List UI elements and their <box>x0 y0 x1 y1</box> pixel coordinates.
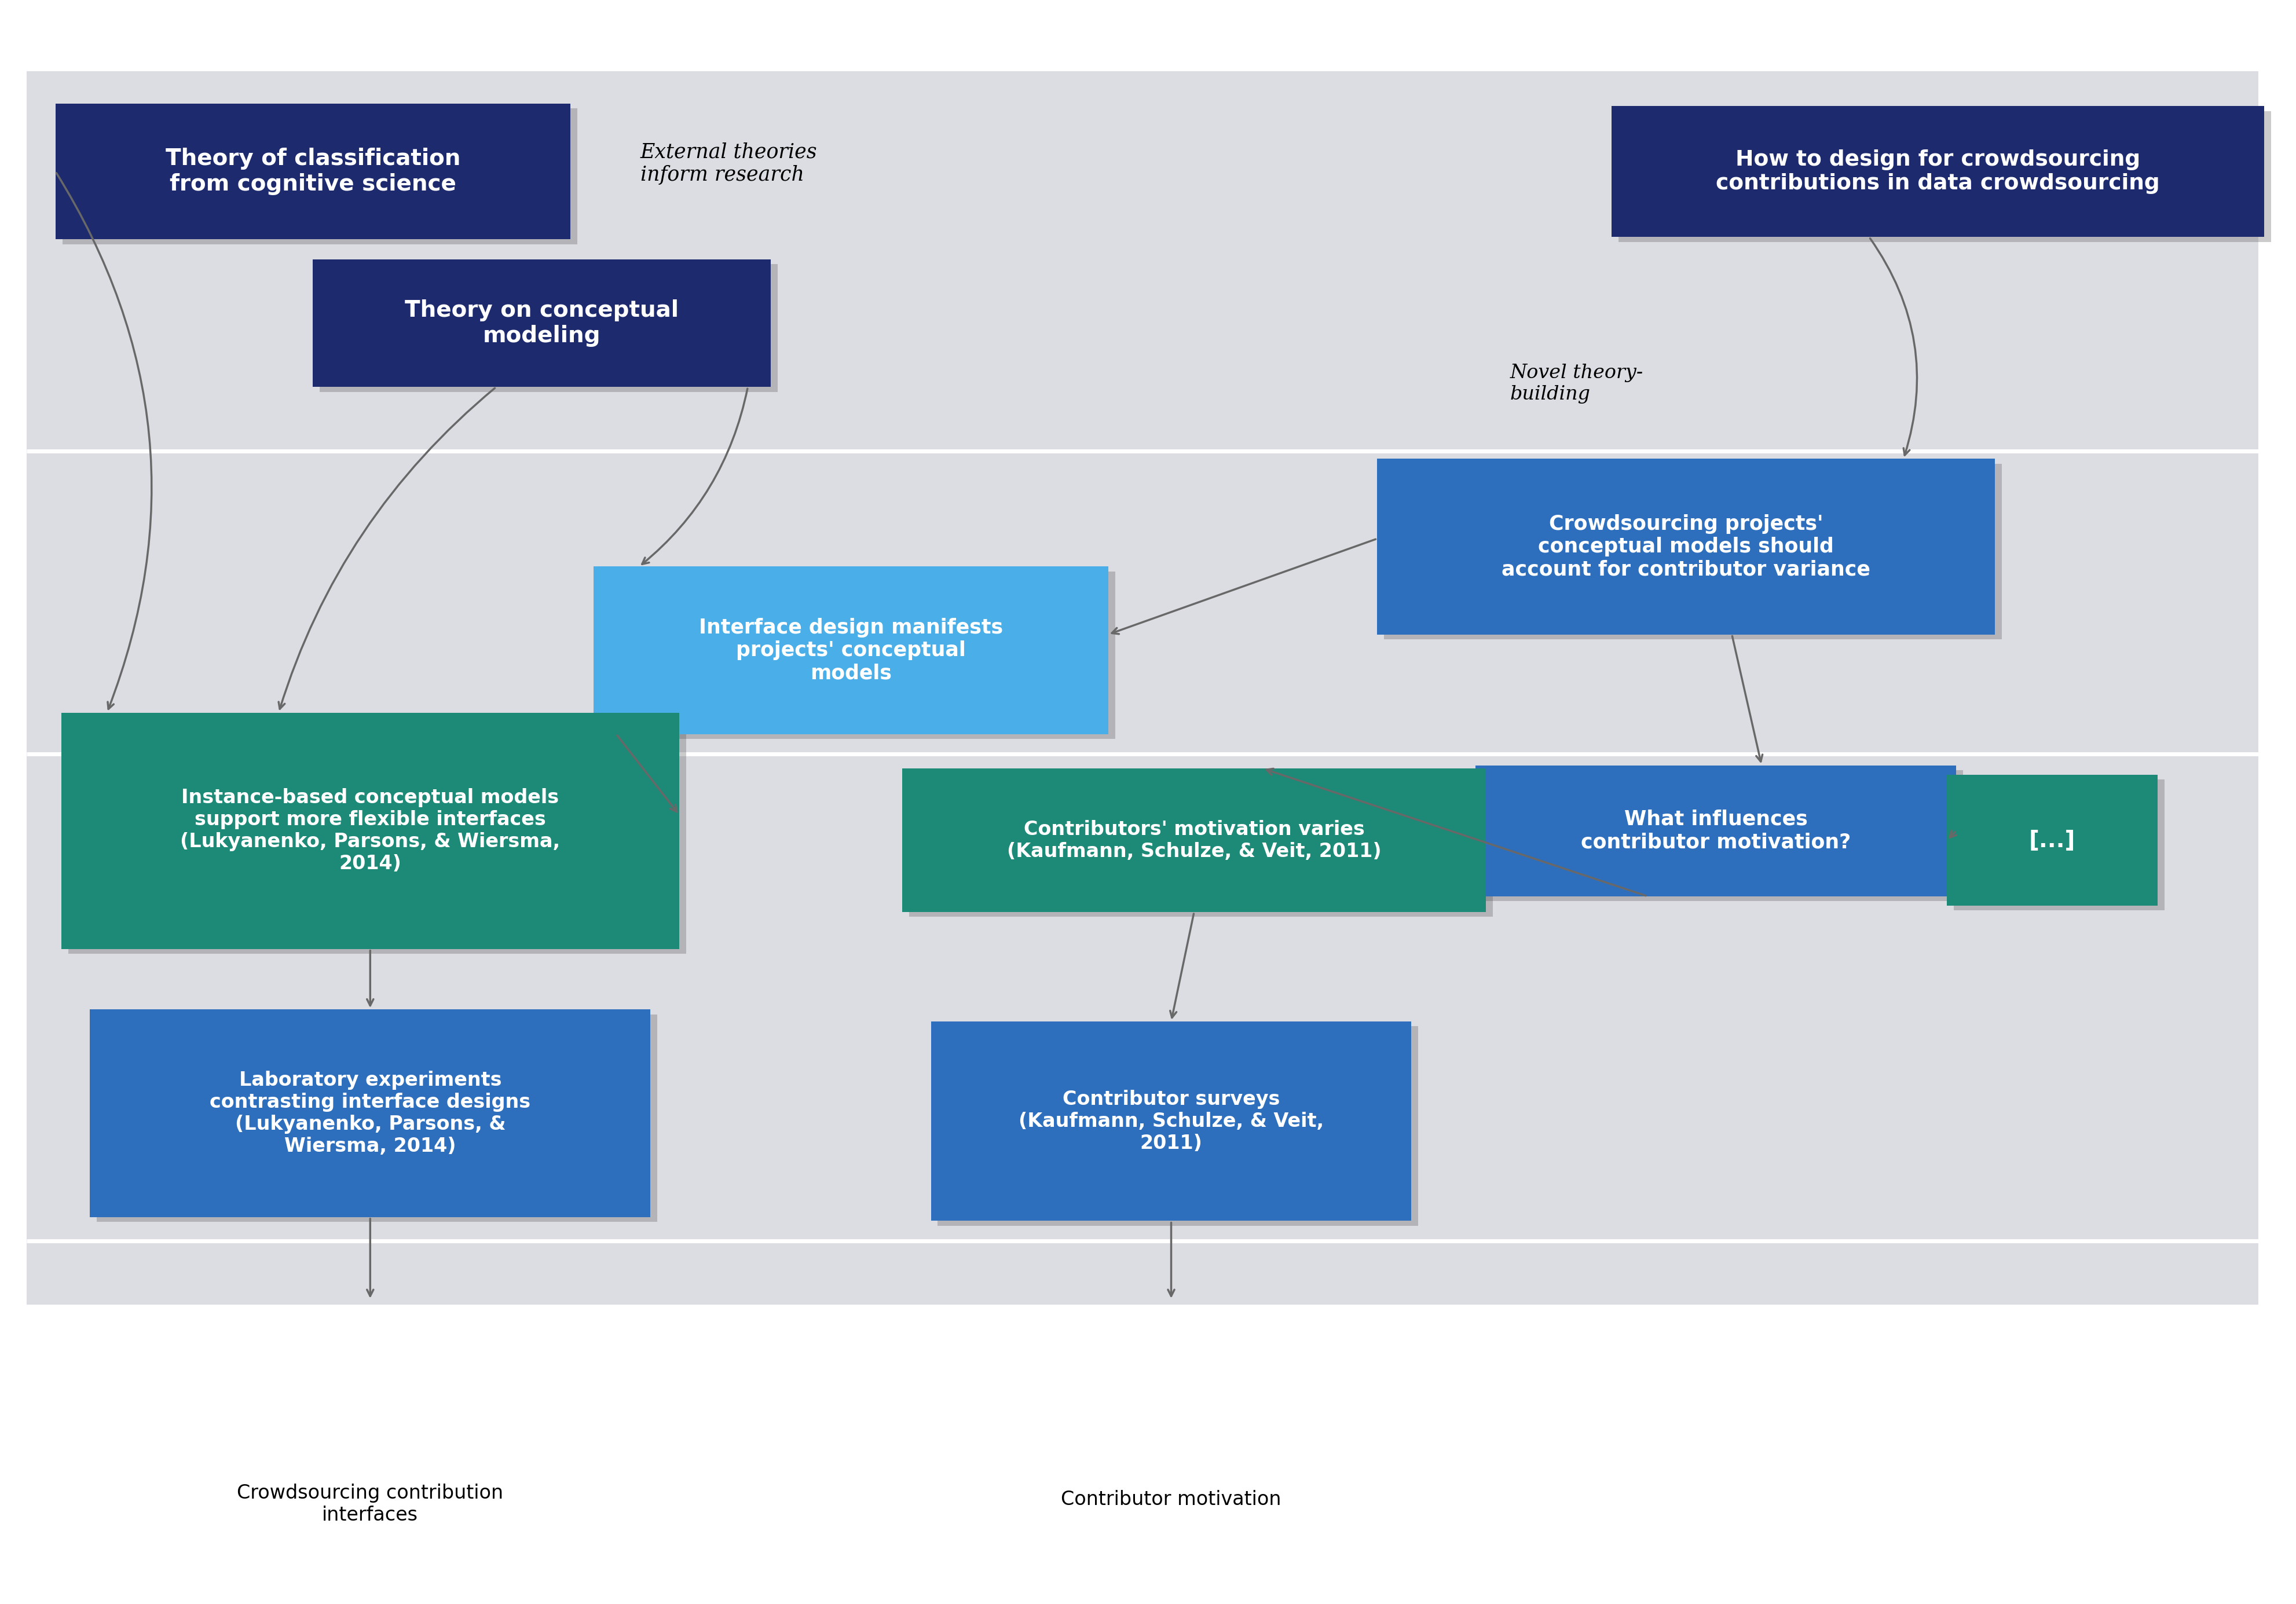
FancyBboxPatch shape <box>1954 780 2163 911</box>
FancyBboxPatch shape <box>1474 765 1956 897</box>
Text: How to design for crowdsourcing
contributions in data crowdsourcing: How to design for crowdsourcing contribu… <box>1715 149 2158 194</box>
FancyBboxPatch shape <box>1619 111 2271 242</box>
Text: Theory on conceptual
modeling: Theory on conceptual modeling <box>404 300 680 346</box>
FancyBboxPatch shape <box>937 1027 1419 1225</box>
FancyBboxPatch shape <box>1378 459 1995 635</box>
FancyBboxPatch shape <box>62 712 680 950</box>
Text: Laboratory experiments
contrasting interface designs
(Lukyanenko, Parsons, &
Wie: Laboratory experiments contrasting inter… <box>209 1070 530 1156</box>
FancyBboxPatch shape <box>312 260 771 387</box>
FancyBboxPatch shape <box>1612 106 2264 237</box>
Text: What influences
contributor motivation?: What influences contributor motivation? <box>1580 810 1851 852</box>
Text: Contributor surveys
(Kaufmann, Schulze, & Veit,
2011): Contributor surveys (Kaufmann, Schulze, … <box>1019 1089 1322 1153</box>
FancyBboxPatch shape <box>69 717 687 954</box>
Text: Novel theory-
building: Novel theory- building <box>1508 364 1642 404</box>
FancyBboxPatch shape <box>90 1009 650 1217</box>
FancyBboxPatch shape <box>319 265 778 391</box>
Text: Contributors' motivation varies
(Kaufmann, Schulze, & Veit, 2011): Contributors' motivation varies (Kaufman… <box>1006 820 1380 861</box>
FancyBboxPatch shape <box>96 1014 657 1222</box>
Bar <box>28 71 2257 1456</box>
Text: Theory of classification
from cognitive science: Theory of classification from cognitive … <box>165 148 459 196</box>
Text: Crowdsourcing contribution
interfaces: Crowdsourcing contribution interfaces <box>236 1484 503 1525</box>
Bar <box>28 1304 2257 1456</box>
Text: [...]: [...] <box>2027 829 2076 852</box>
Text: External theories
inform research: External theories inform research <box>641 143 817 184</box>
FancyBboxPatch shape <box>592 566 1109 735</box>
FancyBboxPatch shape <box>930 1022 1412 1221</box>
Text: Contributor motivation: Contributor motivation <box>1061 1490 1281 1509</box>
FancyBboxPatch shape <box>902 768 1486 913</box>
FancyBboxPatch shape <box>1384 464 2002 640</box>
Text: Instance-based conceptual models
support more flexible interfaces
(Lukyanenko, P: Instance-based conceptual models support… <box>179 788 560 874</box>
FancyBboxPatch shape <box>909 773 1492 917</box>
FancyBboxPatch shape <box>1947 775 2156 906</box>
FancyBboxPatch shape <box>62 109 576 244</box>
Text: Crowdsourcing projects'
conceptual models should
account for contributor varianc: Crowdsourcing projects' conceptual model… <box>1502 513 1869 579</box>
FancyBboxPatch shape <box>1481 770 1963 901</box>
FancyBboxPatch shape <box>55 104 569 239</box>
FancyBboxPatch shape <box>599 571 1116 739</box>
Text: Interface design manifests
projects' conceptual
models: Interface design manifests projects' con… <box>698 618 1003 683</box>
